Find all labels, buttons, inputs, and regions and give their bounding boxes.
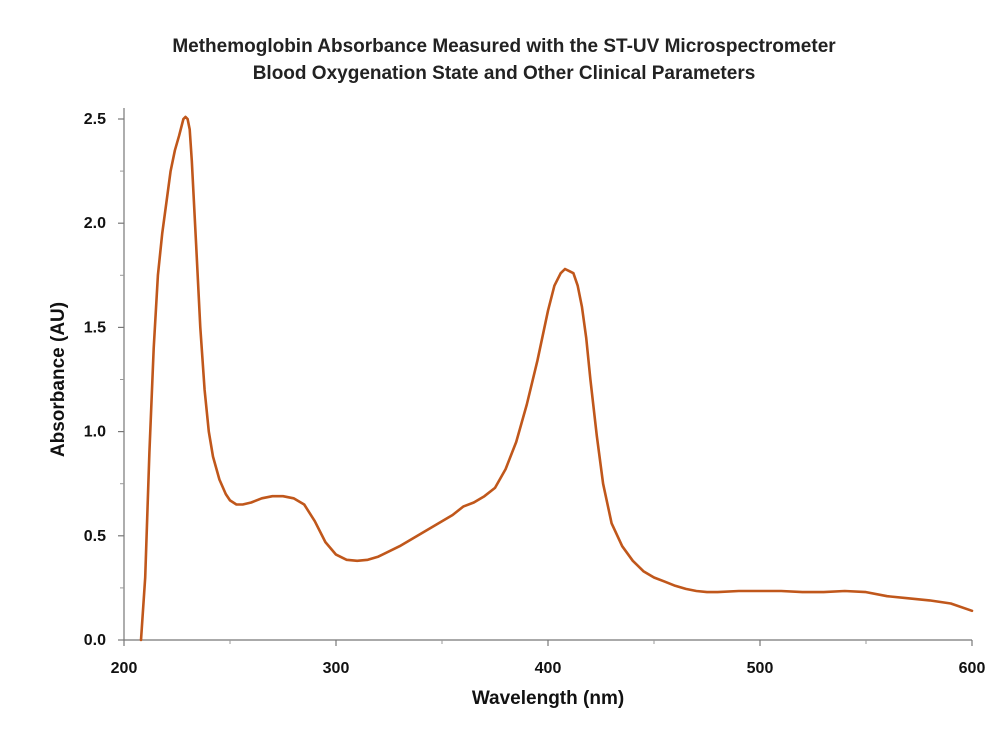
x-axis-title: Wavelength (nm) <box>472 688 624 709</box>
y-axis-ticks: 0.0 0.5 1.0 1.5 2.0 2.5 <box>84 111 124 649</box>
y-tick-label: 0.5 <box>84 528 106 545</box>
x-tick-label: 200 <box>111 660 138 677</box>
x-axis-ticks: 200 300 400 500 600 <box>111 640 986 677</box>
y-tick-label: 2.0 <box>84 215 106 232</box>
y-tick-label: 1.0 <box>84 424 106 441</box>
y-tick-label: 1.5 <box>84 319 106 336</box>
x-tick-label: 600 <box>959 660 986 677</box>
y-tick-label: 2.5 <box>84 111 106 128</box>
x-tick-label: 500 <box>747 660 774 677</box>
y-axis-title: Absorbance (AU) <box>48 302 69 457</box>
x-tick-label: 400 <box>535 660 562 677</box>
x-tick-label: 300 <box>323 660 350 677</box>
y-tick-label: 0.0 <box>84 632 106 649</box>
chart-title: Methemoglobin Absorbance Measured with t… <box>172 36 836 57</box>
chart-subtitle: Blood Oxygenation State and Other Clinic… <box>252 63 756 84</box>
series-layer <box>139 115 974 642</box>
series-line-1 <box>139 115 974 642</box>
